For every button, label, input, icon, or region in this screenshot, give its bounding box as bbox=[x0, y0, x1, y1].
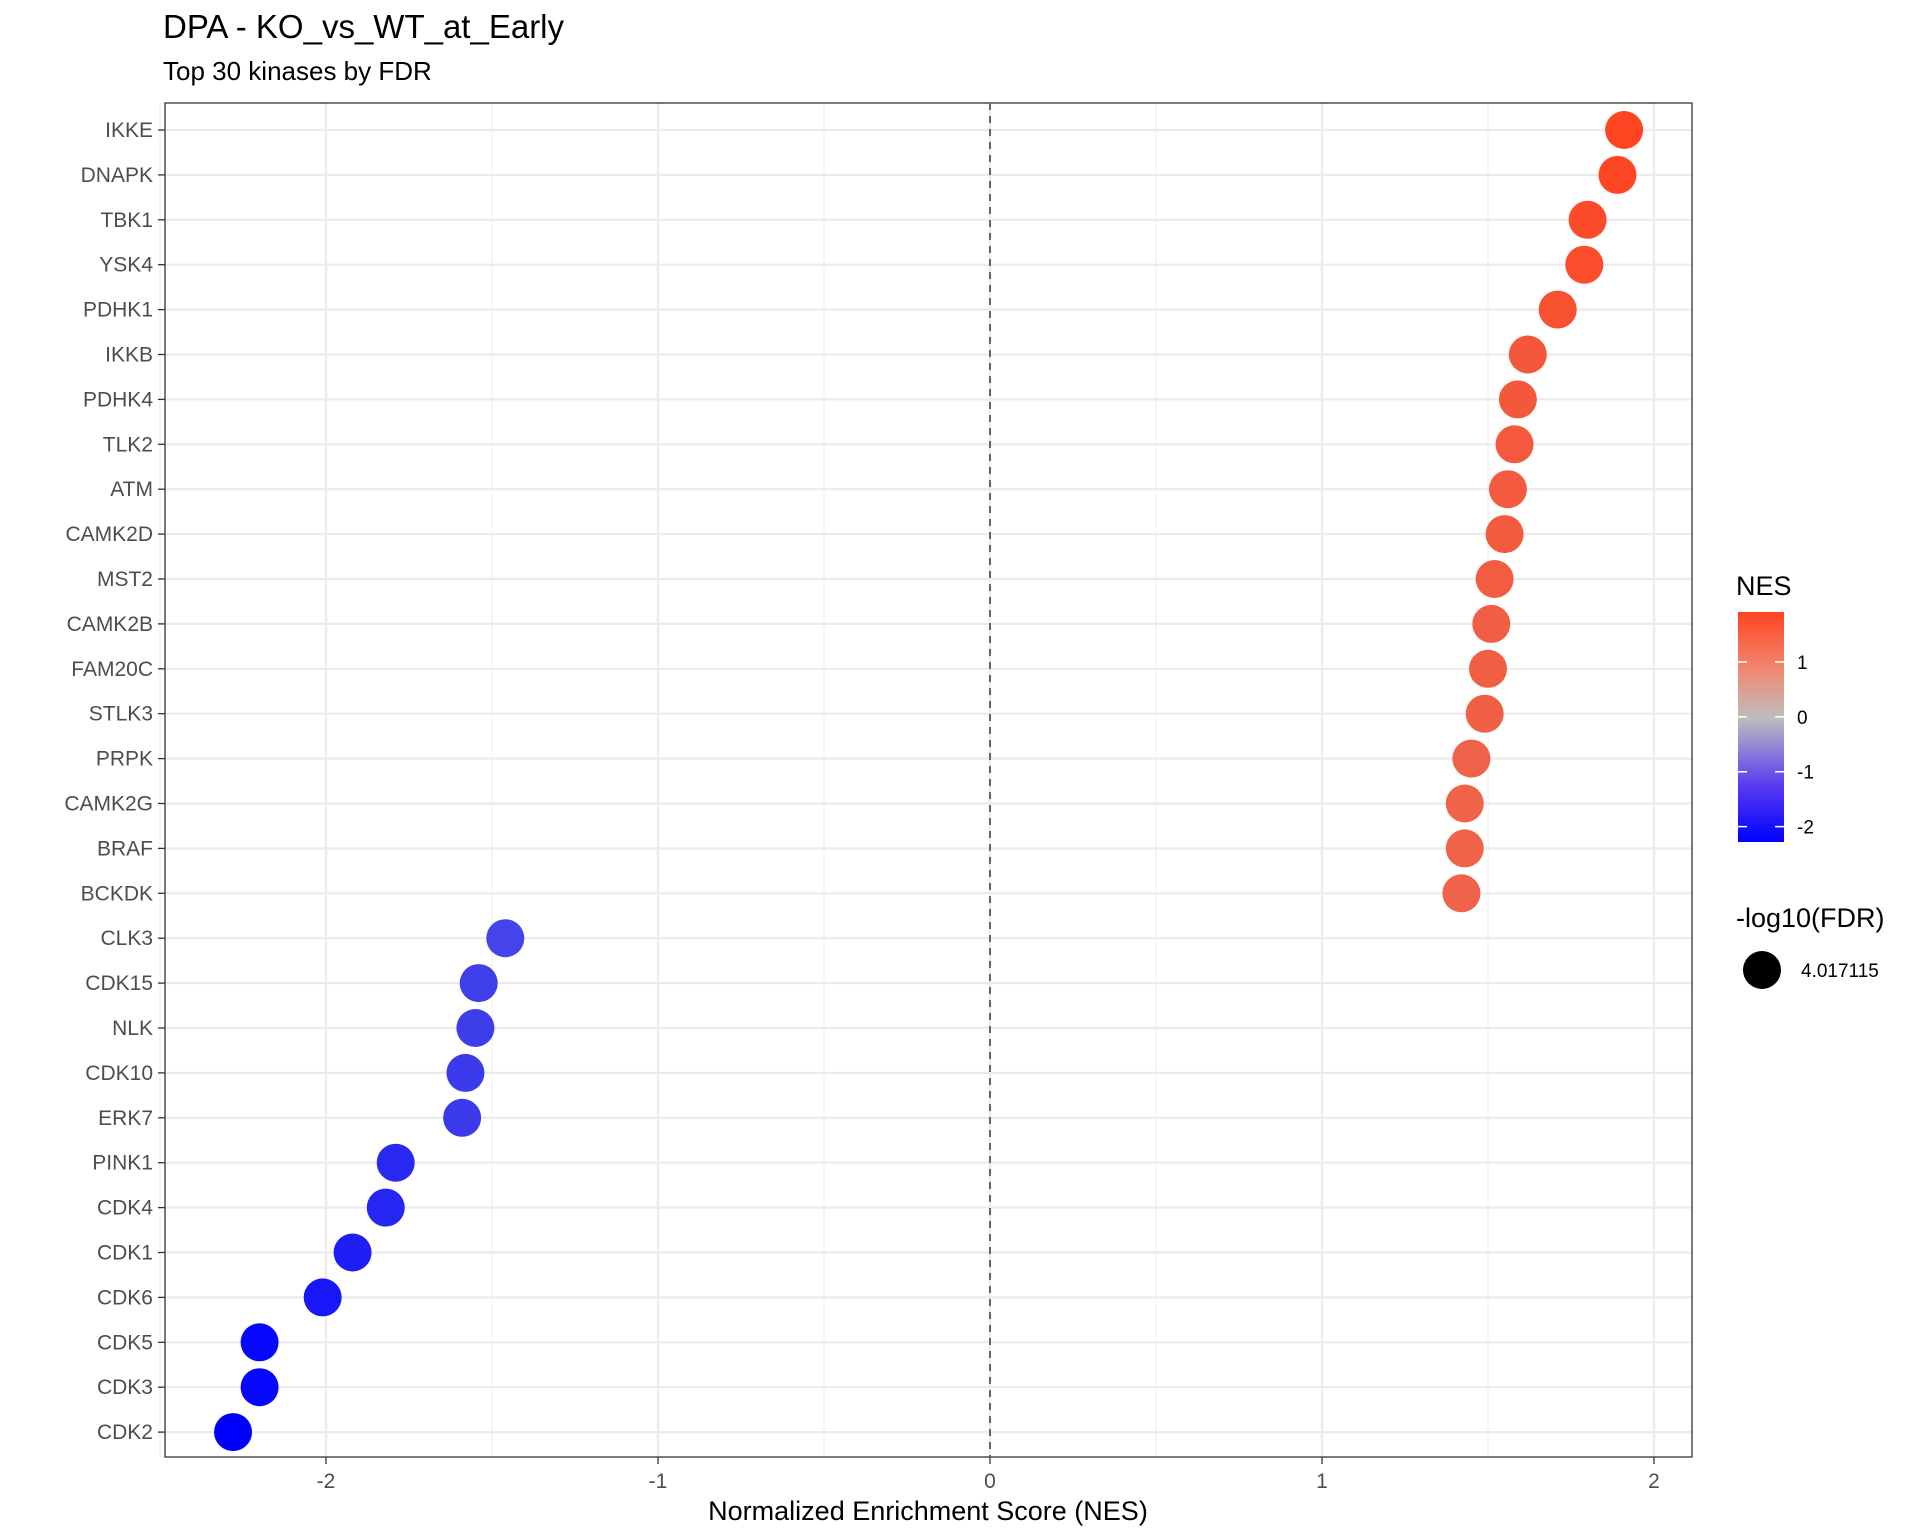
point-ysk4 bbox=[1565, 245, 1604, 284]
y-tick-label: CDK15 bbox=[85, 972, 153, 995]
point-nlk bbox=[456, 1009, 495, 1047]
y-tick-label: PRPK bbox=[96, 748, 153, 771]
point-stlk3 bbox=[1465, 694, 1504, 733]
point-ikke bbox=[1605, 111, 1644, 149]
y-tick-label: CDK1 bbox=[97, 1242, 153, 1265]
point-atm bbox=[1488, 470, 1527, 509]
size-legend-label: 4.017115 bbox=[1801, 961, 1879, 982]
size-legend-title: -log10(FDR) bbox=[1736, 903, 1885, 933]
x-tick-label: -2 bbox=[317, 1470, 336, 1493]
y-tick-label: BCKDK bbox=[81, 882, 153, 905]
chart-title: DPA - KO_vs_WT_at_Early bbox=[163, 8, 565, 45]
chart-subtitle: Top 30 kinases by FDR bbox=[163, 56, 432, 86]
y-tick-label: IKKB bbox=[105, 344, 153, 367]
point-pdhk1 bbox=[1538, 290, 1577, 329]
point-camk2d bbox=[1485, 515, 1524, 554]
point-erk7 bbox=[443, 1098, 482, 1137]
point-fam20c bbox=[1469, 649, 1507, 688]
y-axis: IKKE DNAPK TBK1 YSK4 PDHK1 IKKB PDHK4 TLK2 ATM CA… bbox=[64, 119, 165, 1444]
point-camk2b bbox=[1472, 604, 1511, 643]
x-tick-label: 1 bbox=[1316, 1470, 1328, 1493]
point-cdk3 bbox=[240, 1368, 279, 1407]
y-tick-label: ERK7 bbox=[98, 1107, 153, 1130]
y-tick-label: STLK3 bbox=[89, 703, 153, 726]
y-tick-label: ATM bbox=[110, 478, 153, 501]
point-cdk1 bbox=[333, 1233, 372, 1272]
point-cdk4 bbox=[366, 1188, 405, 1227]
point-tbk1 bbox=[1568, 200, 1607, 239]
point-cdk6 bbox=[303, 1278, 342, 1317]
y-tick-label: CAMK2D bbox=[65, 523, 153, 546]
color-legend-title: NES bbox=[1736, 571, 1792, 601]
color-legend-ticks: 1 0 -1 -2 bbox=[1738, 653, 1814, 839]
color-legend: NES 1 0 -1 -2 bbox=[1736, 571, 1814, 842]
y-tick-label: PDHK1 bbox=[83, 299, 153, 322]
points-layer bbox=[214, 111, 1644, 1452]
y-tick-label: CDK4 bbox=[97, 1197, 153, 1220]
point-pink1 bbox=[376, 1143, 415, 1182]
point-mst2 bbox=[1475, 560, 1514, 598]
color-legend-tick-label: -1 bbox=[1797, 763, 1814, 784]
point-cdk2 bbox=[214, 1413, 253, 1452]
grid-layer bbox=[159, 103, 1692, 1457]
y-tick-label: CAMK2B bbox=[67, 613, 153, 636]
y-tick-label: CDK6 bbox=[97, 1286, 153, 1309]
y-tick-label: CDK5 bbox=[97, 1331, 153, 1354]
y-tick-label: CAMK2G bbox=[64, 793, 153, 816]
point-dnapk bbox=[1598, 155, 1637, 194]
y-tick-label: DNAPK bbox=[81, 164, 153, 187]
point-prpk bbox=[1452, 739, 1491, 778]
size-legend-key bbox=[1743, 951, 1781, 989]
point-ikkb bbox=[1508, 335, 1547, 374]
y-tick-label: IKKE bbox=[105, 119, 153, 142]
y-tick-label: YSK4 bbox=[99, 254, 153, 277]
y-tick-label: FAM20C bbox=[71, 658, 153, 681]
y-tick-label: CDK10 bbox=[85, 1062, 153, 1085]
plot-panel-border bbox=[164, 102, 1693, 1458]
y-tick-label: MST2 bbox=[97, 568, 153, 591]
y-tick-label: CLK3 bbox=[100, 927, 153, 950]
x-tick-label: 2 bbox=[1648, 1470, 1660, 1493]
point-cdk10 bbox=[446, 1053, 485, 1092]
x-tick-label: 0 bbox=[984, 1470, 996, 1493]
y-tick-label: TLK2 bbox=[103, 433, 153, 456]
color-legend-bar bbox=[1738, 612, 1784, 842]
color-legend-tick-label: -2 bbox=[1797, 818, 1814, 839]
size-legend: -log10(FDR) 4.017115 bbox=[1736, 903, 1885, 989]
color-legend-tick-label: 0 bbox=[1797, 708, 1808, 729]
y-tick-label: CDK3 bbox=[97, 1376, 153, 1399]
y-tick-label: TBK1 bbox=[100, 209, 153, 232]
point-camk2g bbox=[1445, 784, 1484, 823]
x-axis-label: Normalized Enrichment Score (NES) bbox=[708, 1496, 1148, 1526]
point-pdhk4 bbox=[1498, 380, 1537, 419]
point-bckdk bbox=[1442, 874, 1481, 913]
point-cdk5 bbox=[240, 1323, 279, 1362]
point-braf bbox=[1445, 829, 1484, 868]
y-tick-label: NLK bbox=[112, 1017, 153, 1040]
x-tick-label: -1 bbox=[649, 1470, 668, 1493]
x-axis: -2 -1 0 1 2 bbox=[317, 1457, 1660, 1493]
y-tick-label: CDK2 bbox=[97, 1421, 153, 1444]
point-tlk2 bbox=[1495, 425, 1534, 464]
point-clk3 bbox=[486, 919, 525, 958]
plot-background bbox=[165, 103, 1692, 1457]
point-cdk15 bbox=[459, 964, 498, 1003]
color-legend-tick-label: 1 bbox=[1797, 653, 1808, 674]
y-tick-label: PINK1 bbox=[92, 1152, 153, 1175]
y-tick-label: BRAF bbox=[97, 837, 153, 860]
y-tick-label: PDHK4 bbox=[83, 388, 153, 411]
